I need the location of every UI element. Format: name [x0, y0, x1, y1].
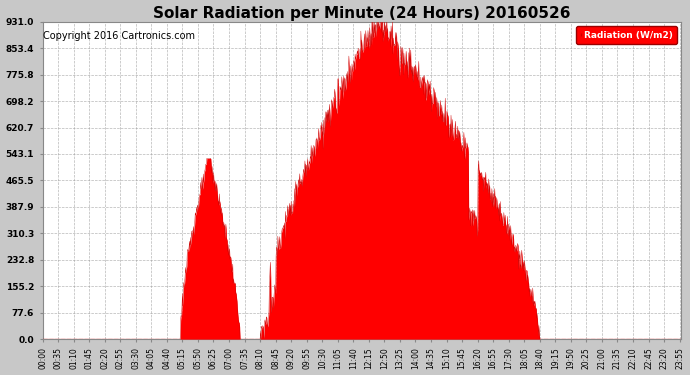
Text: Copyright 2016 Cartronics.com: Copyright 2016 Cartronics.com: [43, 31, 195, 41]
Legend: Radiation (W/m2): Radiation (W/m2): [576, 26, 677, 44]
Title: Solar Radiation per Minute (24 Hours) 20160526: Solar Radiation per Minute (24 Hours) 20…: [153, 6, 571, 21]
